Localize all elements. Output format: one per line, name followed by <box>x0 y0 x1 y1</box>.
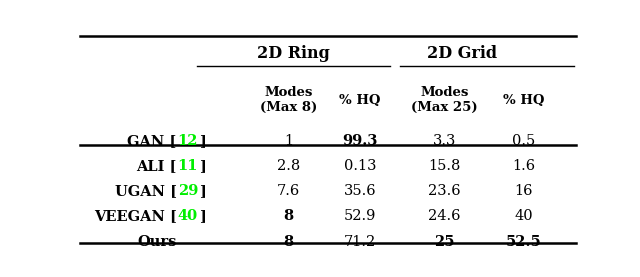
Text: 24.6: 24.6 <box>428 209 461 224</box>
Text: 1: 1 <box>284 134 293 148</box>
Text: 3.3: 3.3 <box>433 134 456 148</box>
Text: 35.6: 35.6 <box>344 184 376 198</box>
Text: VEEGAN [: VEEGAN [ <box>93 209 177 224</box>
Text: GAN [: GAN [ <box>127 134 177 148</box>
Text: 8: 8 <box>284 209 293 224</box>
Text: 2D Grid: 2D Grid <box>427 45 497 62</box>
Text: ]: ] <box>198 209 205 224</box>
Text: UGAN [: UGAN [ <box>115 184 177 198</box>
Text: 52.5: 52.5 <box>506 235 542 249</box>
Text: Modes
(Max 25): Modes (Max 25) <box>412 86 478 114</box>
Text: 8: 8 <box>284 235 293 249</box>
Text: % HQ: % HQ <box>503 94 545 107</box>
Text: 16: 16 <box>515 184 533 198</box>
Text: 0.13: 0.13 <box>344 159 376 173</box>
Text: Ours: Ours <box>138 235 177 249</box>
Text: 12: 12 <box>178 134 198 148</box>
Text: 71.2: 71.2 <box>344 235 376 249</box>
Text: % HQ: % HQ <box>339 94 381 107</box>
Text: 1.6: 1.6 <box>513 159 536 173</box>
Text: ]: ] <box>198 134 205 148</box>
Text: ]: ] <box>198 184 205 198</box>
Text: Modes
(Max 8): Modes (Max 8) <box>260 86 317 114</box>
Text: 99.3: 99.3 <box>342 134 378 148</box>
Text: 2.8: 2.8 <box>276 159 300 173</box>
Text: 40: 40 <box>515 209 533 224</box>
Text: 2D Ring: 2D Ring <box>257 45 330 62</box>
Text: ]: ] <box>198 159 205 173</box>
Text: ALI [: ALI [ <box>136 159 177 173</box>
Text: 52.9: 52.9 <box>344 209 376 224</box>
Text: 15.8: 15.8 <box>428 159 461 173</box>
Text: 40: 40 <box>178 209 198 224</box>
Text: 25: 25 <box>435 235 455 249</box>
Text: 7.6: 7.6 <box>276 184 300 198</box>
Text: 23.6: 23.6 <box>428 184 461 198</box>
Text: 11: 11 <box>178 159 198 173</box>
Text: 0.5: 0.5 <box>512 134 536 148</box>
Text: 29: 29 <box>178 184 198 198</box>
